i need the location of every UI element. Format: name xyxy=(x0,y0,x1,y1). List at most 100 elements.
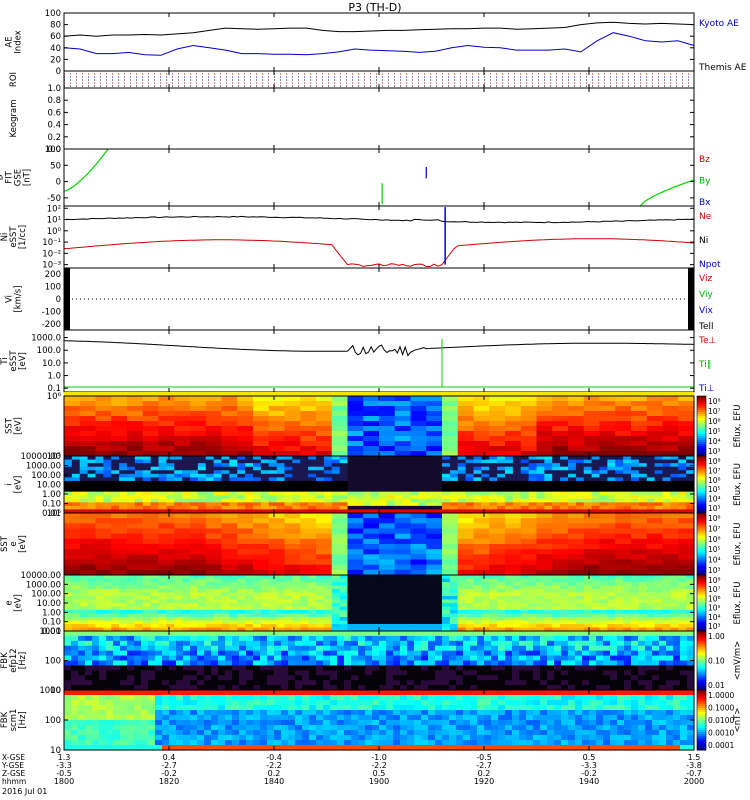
spectrogram-cell xyxy=(213,610,223,615)
spectrogram-cell xyxy=(300,466,309,471)
spectrogram-cell xyxy=(449,599,459,604)
spectrogram-cell xyxy=(582,640,590,647)
spectrogram-cell xyxy=(414,670,422,676)
spectrogram-cell xyxy=(308,477,317,482)
spectrogram-cell xyxy=(426,569,443,576)
spectrogram-cell xyxy=(106,730,114,736)
spectrogram-cell xyxy=(174,617,183,622)
spectrogram-cell xyxy=(260,599,270,604)
spectrogram-cell xyxy=(119,509,128,514)
spectrogram-cell xyxy=(631,421,648,427)
spectrogram-cell xyxy=(426,470,435,475)
spectrogram-cell xyxy=(407,635,415,642)
spectrogram-cell xyxy=(560,470,569,475)
spectrogram-cell xyxy=(536,624,545,629)
spectrogram-cell xyxy=(197,495,207,500)
spectrogram-cell xyxy=(64,451,81,457)
spectrogram-cell xyxy=(583,396,601,402)
spectrogram-cell xyxy=(197,655,205,662)
spectrogram-cell xyxy=(526,670,534,676)
spectrogram-cell xyxy=(111,509,120,514)
spectrogram-cell xyxy=(237,480,246,486)
spectrogram-cell xyxy=(197,585,207,590)
spectrogram-cell xyxy=(190,596,199,601)
spectrogram-cell xyxy=(347,451,364,457)
spectrogram-cell xyxy=(426,446,443,452)
spectrogram-cell xyxy=(379,528,396,535)
spectrogram-cell xyxy=(560,488,569,493)
spectrogram-cell xyxy=(497,578,506,583)
spectrogram-cell xyxy=(491,680,499,686)
spectrogram-cell xyxy=(87,617,97,622)
spectrogram-cell xyxy=(505,446,522,452)
spectrogram-cell xyxy=(544,466,553,471)
spectrogram-cell xyxy=(505,592,514,597)
spectrogram-cell xyxy=(79,451,97,457)
spectrogram-cell xyxy=(288,640,296,647)
spectrogram-cell xyxy=(316,491,325,496)
spectrogram-cell xyxy=(276,484,286,489)
spectrogram-cell xyxy=(276,592,286,597)
spectrogram-cell xyxy=(239,640,247,647)
spectrogram-cell xyxy=(575,592,585,597)
spectrogram-cell xyxy=(670,603,679,608)
spectrogram-cell xyxy=(119,613,128,618)
spectrogram-cell xyxy=(64,582,73,587)
spectrogram-cell xyxy=(292,627,301,632)
spectrogram-cell xyxy=(134,505,144,511)
spectrogram-cell xyxy=(393,635,401,642)
spectrogram-cell xyxy=(292,606,301,611)
spectrogram-cell xyxy=(631,575,640,580)
spectrogram-cell xyxy=(560,610,569,615)
spectrogram-cell xyxy=(379,603,388,608)
spectrogram-cell xyxy=(323,484,333,489)
spectrogram-cell xyxy=(162,635,170,642)
spectrogram-cell xyxy=(95,426,112,432)
spectrogram-cell xyxy=(331,451,349,457)
spectrogram-cell xyxy=(568,585,577,590)
spectrogram-cell xyxy=(127,564,144,571)
spectrogram-cell xyxy=(379,549,396,555)
spectrogram-cell xyxy=(575,603,585,608)
spectrogram-cell xyxy=(484,685,492,691)
spectrogram-cell xyxy=(276,582,286,587)
spectrogram-cell xyxy=(536,620,545,625)
spectrogram-cell xyxy=(268,456,278,461)
spectrogram-esa_i xyxy=(64,456,695,514)
spectrogram-cell xyxy=(498,640,506,647)
spectrogram-cell xyxy=(449,585,459,590)
spectrogram-cell xyxy=(654,473,664,478)
spectrogram-cell xyxy=(309,640,317,647)
spectrogram-cell xyxy=(300,549,317,555)
spectrogram-cell xyxy=(520,578,530,583)
spectrogram-cell xyxy=(457,441,475,447)
spectrogram-cell xyxy=(309,655,317,662)
spectrogram-cell xyxy=(106,680,114,686)
spectrogram-cell xyxy=(481,589,490,594)
spectrogram-cell xyxy=(205,564,223,571)
spectrogram-cell xyxy=(166,585,175,590)
spectrogram-cell xyxy=(111,396,128,402)
spectrogram-cell xyxy=(457,509,467,514)
spectrogram-cell xyxy=(646,406,664,412)
spectrogram-cell xyxy=(379,582,388,587)
spectrogram-cell xyxy=(323,596,333,601)
spectrogram-cell xyxy=(331,544,349,550)
spectrogram-cell xyxy=(211,665,219,671)
spectrogram-cell xyxy=(426,436,443,442)
spectrogram-cell xyxy=(394,606,404,611)
spectrogram-cell xyxy=(520,421,538,427)
spectrogram-cell xyxy=(442,488,451,493)
spectrogram-cell xyxy=(79,620,89,625)
spectrogram-cell xyxy=(394,495,404,500)
spectrogram-cell xyxy=(599,505,608,511)
spectrogram-cell xyxy=(662,533,679,540)
spectrogram-cell xyxy=(347,613,356,618)
spectrogram-cell xyxy=(355,473,364,478)
spectrogram-cell xyxy=(245,578,254,583)
spectrogram-cell xyxy=(426,582,435,587)
spectrogram-cell xyxy=(489,582,498,587)
spectrogram-cell xyxy=(505,396,522,402)
spectrogram-cell xyxy=(520,513,538,519)
spectrogram-cell xyxy=(316,533,333,540)
